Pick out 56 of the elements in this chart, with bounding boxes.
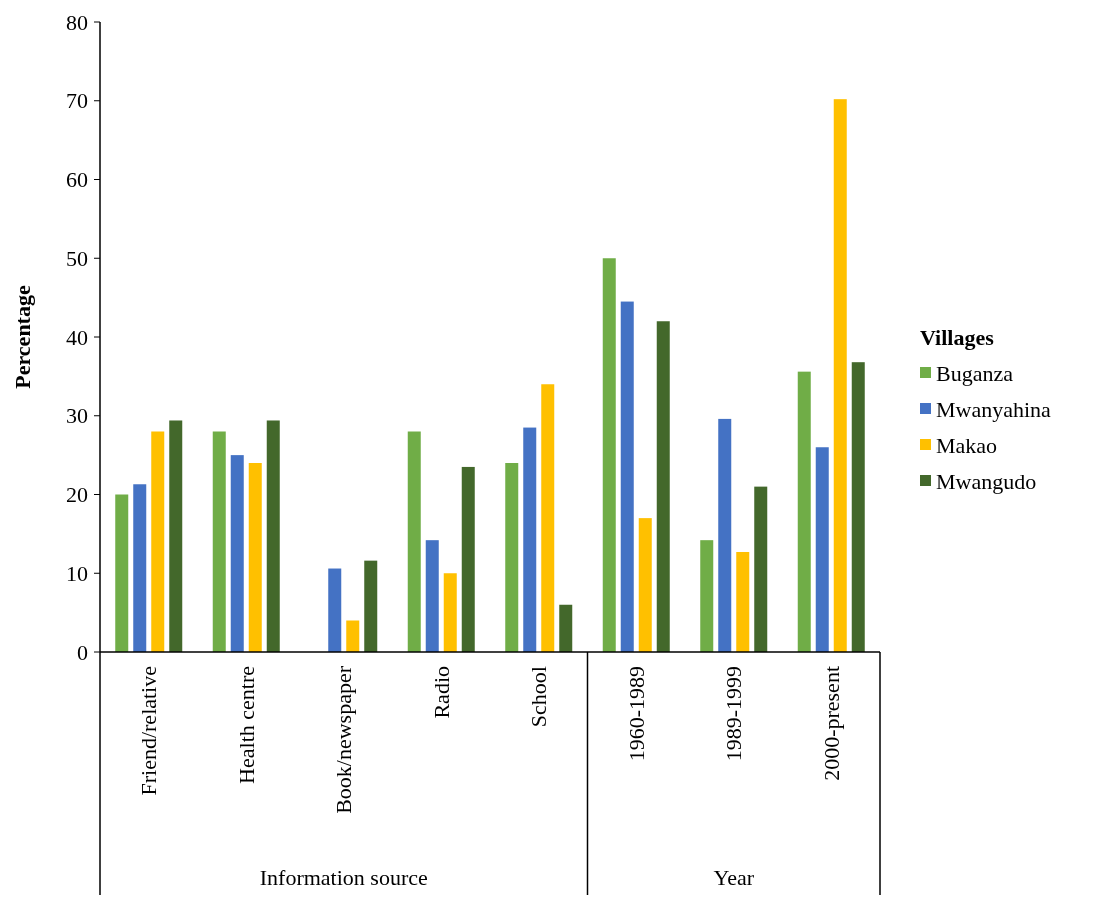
y-tick-label: 30 [66,403,88,429]
bar [541,384,555,652]
y-tick-label: 70 [66,88,88,114]
y-tick-label: 60 [66,167,88,193]
bar [523,427,537,652]
bar [151,431,165,652]
x-tick-label: 1989-1999 [721,666,747,762]
bar [718,418,732,652]
x-tick-label: Book/newspaper [331,665,357,814]
x-tick-label: Radio [428,666,454,719]
bar [230,455,244,652]
y-tick-label: 80 [66,9,88,35]
text: Information source [259,865,428,890]
bar [815,447,829,652]
bar [797,371,811,652]
bar [559,604,573,652]
bar [461,466,475,652]
y-tick-label: 0 [77,639,88,665]
x-tick-label: Friend/relative [136,666,162,796]
bar [833,99,847,652]
y-tick-label: 20 [66,482,88,508]
legend-title: Villages [920,325,995,350]
x-tick-label: School [526,666,552,728]
bar [266,420,280,652]
y-tick-label: 50 [66,245,88,271]
x-tick-label: 1960-1989 [623,666,649,762]
y-axis-title: Percentage [10,285,35,389]
bar [602,258,616,652]
bar [425,540,439,652]
x-tick-label: 2000-present [818,666,844,781]
bar [407,431,421,652]
bar [248,463,262,652]
bar [328,568,342,652]
bar [212,431,226,652]
bar [700,540,714,652]
bar [115,494,129,652]
bar [443,573,457,652]
y-tick-label: 10 [66,560,88,586]
bar [133,484,147,652]
bar [851,362,865,652]
bar [169,420,183,652]
legend-label: Mwanyahina [936,396,1052,422]
legend-label: Makao [936,432,998,458]
bar [638,518,652,652]
bar [346,620,360,652]
x-tick-label: Health centre [233,666,259,784]
bar [364,560,378,652]
bar [505,463,519,652]
bar [754,486,768,652]
legend-label: Buganza [936,360,1014,386]
y-tick-label: 40 [66,324,88,350]
text: Year [713,865,755,890]
bar [736,551,750,652]
legend-label: Mwangudo [936,468,1037,494]
bar [656,321,670,652]
bar [620,301,634,652]
